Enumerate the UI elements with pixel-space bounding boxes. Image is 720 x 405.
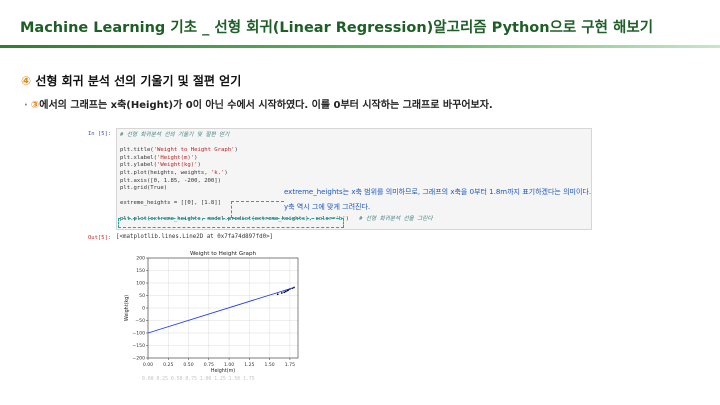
code-string: 'Height(m)' (157, 154, 195, 161)
data-point (283, 291, 286, 294)
code-line: plt.xlabel('Height(m)') (120, 155, 433, 163)
step-heading-text: 선형 회귀 분석 선의 기울기 및 절편 얻기 (31, 74, 242, 88)
step-heading: ④ 선형 회귀 분석 선의 기울기 및 절편 얻기 (21, 72, 241, 89)
y-tick-label: −100 (132, 331, 145, 337)
x-tick-label: 0.25 (163, 362, 173, 368)
x-tick-label: 1.00 (224, 362, 234, 368)
y-tick-label: 0 (142, 306, 145, 312)
slide-title: Machine Learning 기초 _ 선형 회귀(Linear Regre… (20, 20, 654, 36)
code-token: plt.axis([0, 1.85, -200, 200]) (120, 177, 222, 184)
in-prompt: In [5]: (88, 131, 112, 137)
code-token: plt.plot(heights, weights, (120, 169, 211, 176)
x-tick-label: 0.75 (204, 362, 214, 368)
notebook-screenshot: In [5]: # 선형 회귀분석 선의 기울기 및 절편 얻기 plt.tit… (88, 128, 648, 398)
y-axis-label: Weight(kg) (124, 295, 130, 321)
y-tick-label: 100 (136, 281, 145, 287)
code-token: plt.xlabel( (120, 154, 158, 161)
code-line: plt.grid(True) (120, 185, 433, 193)
connector-vertical (231, 201, 232, 218)
annotation-line-2: y축 역시 그에 맞게 그려진다. (284, 203, 371, 211)
highlight-box (118, 218, 344, 228)
x-tick-label: 0.00 (143, 362, 153, 368)
code-token: plt.title( (120, 147, 154, 154)
x-tick-label: 0.50 (183, 362, 193, 368)
y-tick-label: 200 (136, 256, 145, 262)
out-prompt: Out[5]: (88, 235, 112, 241)
y-tick-label: −200 (132, 356, 145, 362)
chart-title: Weight to Height Graph (190, 251, 257, 257)
code-token: plt.ylabel( (120, 162, 158, 169)
code-token: ) (197, 162, 201, 169)
code-token: extreme_heights = [[0], [1.8]] (120, 200, 222, 207)
code-line: # 선형 회귀분석 선의 기울기 및 절편 얻기 (120, 132, 433, 140)
x-tick-label: 1.50 (265, 362, 275, 368)
bullet-marker: · (24, 100, 28, 111)
title-underline (0, 45, 720, 48)
output-text: [<matplotlib.lines.Line2D at 0x7fa74d897… (116, 234, 274, 240)
x-tick-label: 1.75 (285, 362, 295, 368)
data-point (280, 292, 283, 294)
x-axis-label: Height(m) (211, 368, 235, 374)
data-point (284, 290, 287, 293)
faded-axis-text: 0.00 0.25 0.50 0.75 1.00 1.25 1.50 1.75 (142, 377, 255, 382)
code-token: ) (345, 215, 360, 222)
annotation-line-1: extreme_heights는 x축 범위를 의미하므로, 그래프의 x축을 … (284, 188, 592, 196)
data-point (276, 293, 279, 296)
code-line: plt.axis([0, 1.85, -200, 200]) (120, 178, 433, 186)
code-token: plt.grid(True) (120, 185, 168, 192)
code-string: 'k.' (210, 169, 225, 176)
regression-line (147, 287, 295, 334)
bullet-circle-number: ③ (30, 100, 40, 111)
y-tick-label: −50 (135, 318, 145, 324)
step-number: ④ (21, 74, 32, 88)
y-tick-label: −150 (132, 343, 145, 349)
code-token: ) (194, 154, 198, 161)
code-line: plt.plot(heights, weights, 'k.') (120, 170, 433, 178)
bullet-line: · ③에서의 그래프는 x축(Height)가 0이 아닌 수에서 시작하였다. … (24, 96, 493, 111)
code-line: extreme_heights = [[0], [1.8]] (120, 200, 433, 208)
y-tick-label: 50 (139, 293, 145, 299)
bullet-text: 에서의 그래프는 x축(Height)가 0이 아닌 수에서 시작하였다. 이를… (39, 100, 493, 111)
code-comment: # 선형 회귀분석 선을 그린다 (359, 215, 433, 222)
code-string: 'Weight(kg)' (157, 162, 198, 169)
code-cell[interactable]: # 선형 회귀분석 선의 기울기 및 절편 얻기 plt.title('Weig… (116, 128, 592, 230)
code-string: 'Weight to Height Graph' (153, 147, 235, 154)
code-token: ) (224, 169, 228, 176)
slide-title-bar: Machine Learning 기초 _ 선형 회귀(Linear Regre… (0, 0, 720, 48)
annotation-box: extreme_heights는 x축 범위를 의미하므로, 그래프의 x축을 … (284, 187, 634, 217)
code-token: ) (234, 147, 238, 154)
y-tick-label: 150 (136, 268, 145, 274)
code-comment: # 선형 회귀분석 선의 기울기 및 절편 얻기 (120, 132, 230, 138)
code-line: plt.ylabel('Weight(kg)') (120, 162, 433, 170)
x-tick-label: 1.25 (244, 362, 254, 368)
code-line: plt.title('Weight to Height Graph') (120, 147, 433, 155)
connector-horizontal (231, 201, 284, 202)
weight-height-chart: 0.00 0.25 0.50 0.75 1.00 1.25 1.50 1.75 −200 −150… (124, 251, 299, 374)
code-line (120, 140, 433, 148)
